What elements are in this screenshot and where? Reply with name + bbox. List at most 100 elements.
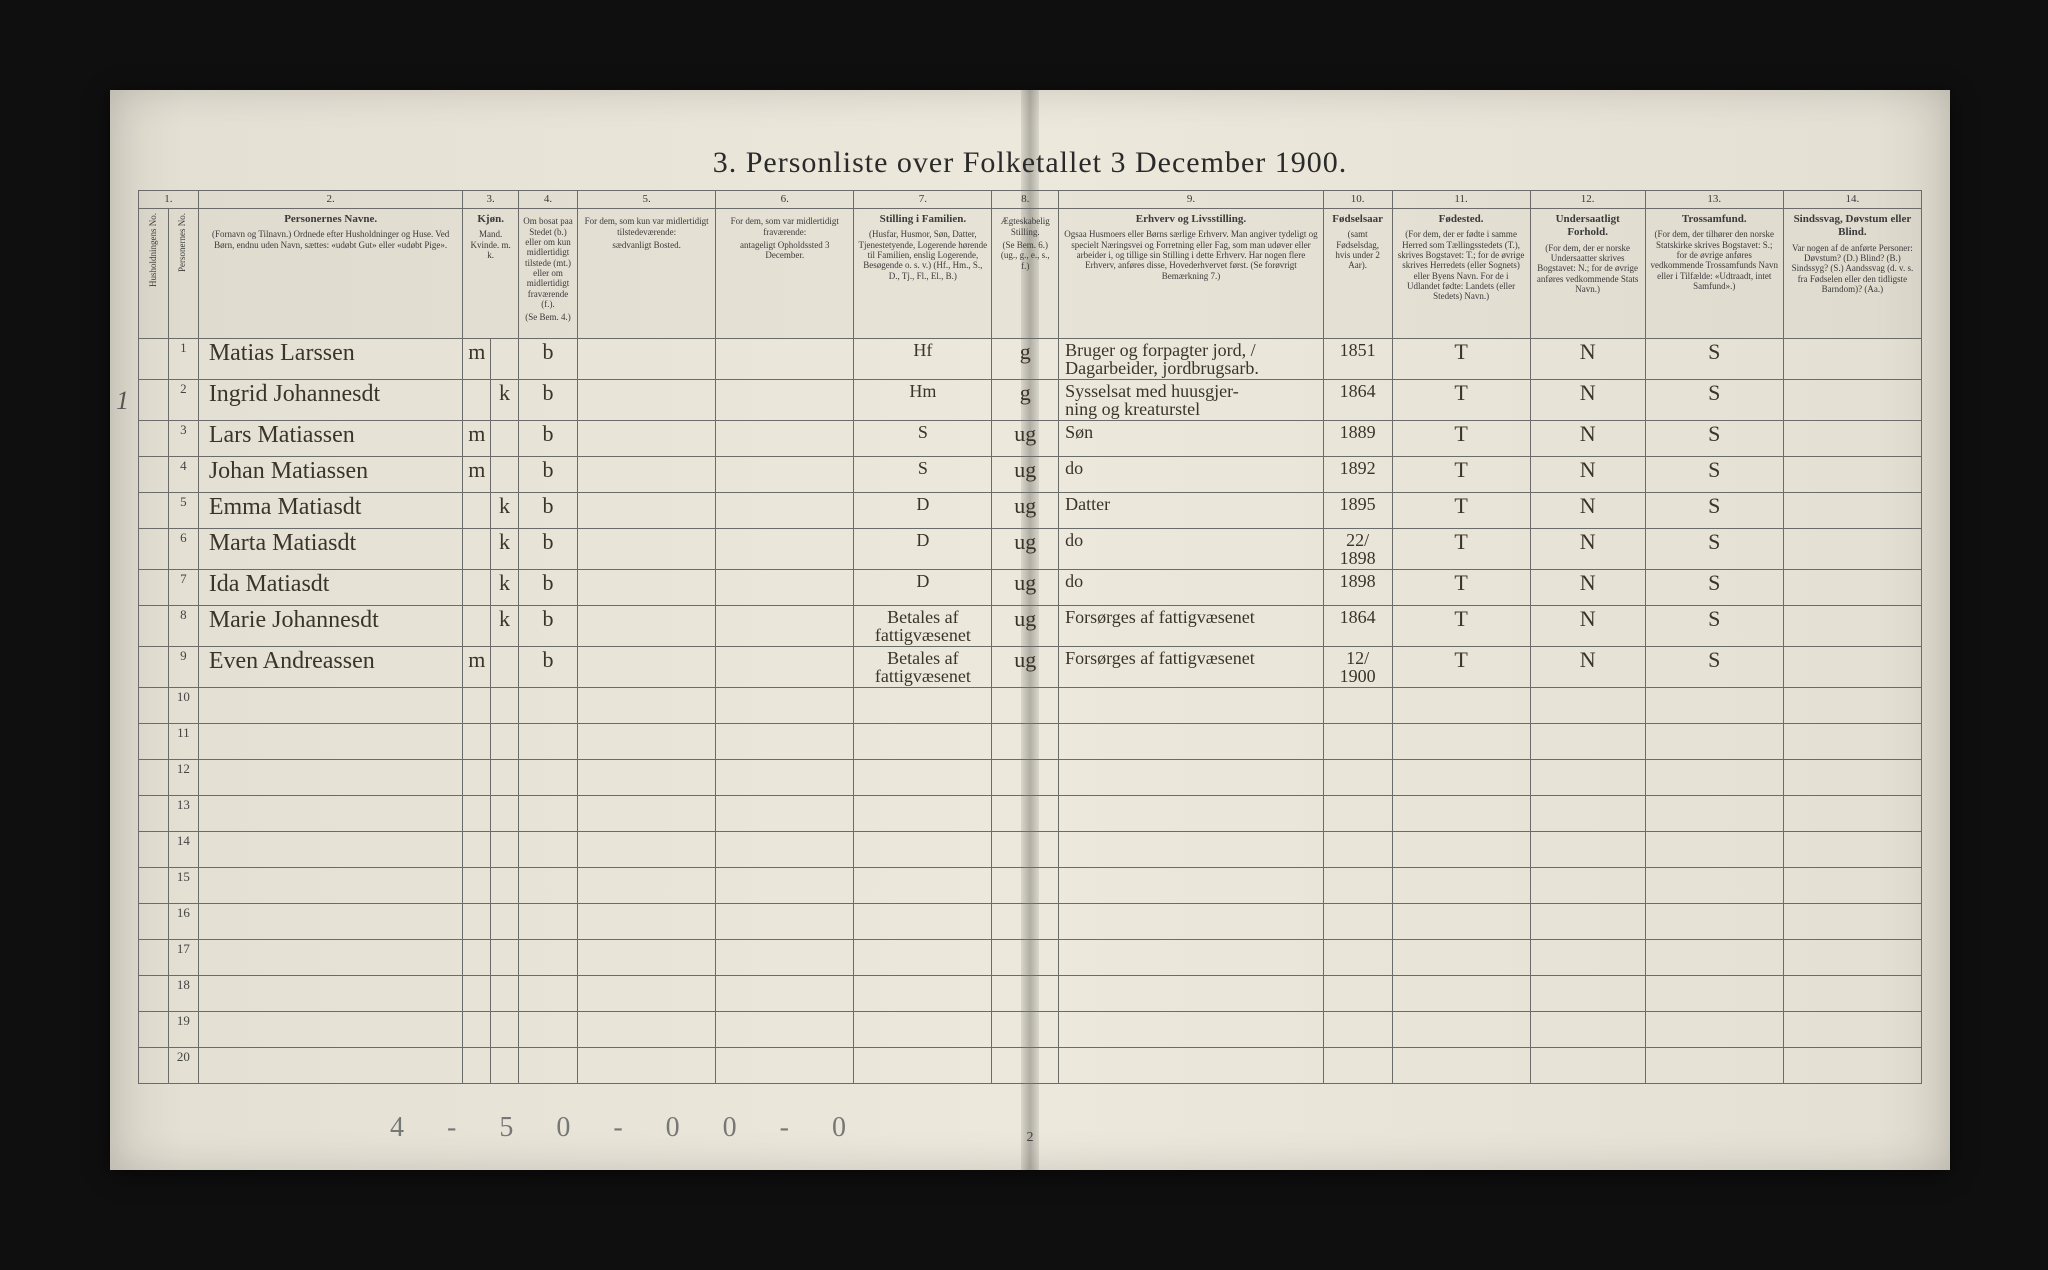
cell bbox=[1059, 724, 1324, 760]
cell bbox=[491, 1012, 519, 1048]
cell bbox=[1323, 904, 1392, 940]
cell bbox=[1783, 940, 1921, 976]
cell bbox=[716, 796, 854, 832]
cell-mar: ug bbox=[992, 647, 1059, 688]
cell-pno: 4 bbox=[168, 457, 198, 493]
cell-fam: Betales affattigvæsenet bbox=[854, 606, 992, 647]
cell-c5 bbox=[578, 529, 716, 570]
cell-sex-m: m bbox=[463, 339, 491, 380]
cell-c14 bbox=[1783, 570, 1921, 606]
cell bbox=[1059, 796, 1324, 832]
cell-year: 1864 bbox=[1323, 606, 1392, 647]
cell-c14 bbox=[1783, 647, 1921, 688]
cell bbox=[463, 688, 491, 724]
cell bbox=[578, 1012, 716, 1048]
cell bbox=[992, 976, 1059, 1012]
cell-res: b bbox=[518, 606, 577, 647]
cell-hhno bbox=[139, 380, 169, 421]
table-row: 8Marie JohannesdtkbBetales affattigvæsen… bbox=[139, 606, 1922, 647]
cell bbox=[1059, 1012, 1324, 1048]
cell-nat: N bbox=[1530, 606, 1645, 647]
cell-c6 bbox=[716, 339, 854, 380]
cell-year: 1889 bbox=[1323, 421, 1392, 457]
hdr-res-title: Om bosat paa Stedet (b.) eller om kun mi… bbox=[523, 216, 573, 309]
cell-mar: g bbox=[992, 339, 1059, 380]
cell-mar: ug bbox=[992, 457, 1059, 493]
hdr-c7-title: Stilling i Familien. bbox=[858, 213, 987, 226]
cell-fam: Betales affattigvæsenet bbox=[854, 647, 992, 688]
cell bbox=[518, 868, 577, 904]
cell-birthplace: T bbox=[1392, 647, 1530, 688]
cell-hhno bbox=[139, 647, 169, 688]
cell bbox=[716, 868, 854, 904]
cell-fam: Hf bbox=[854, 339, 992, 380]
cell bbox=[463, 796, 491, 832]
cell bbox=[518, 976, 577, 1012]
cell bbox=[491, 688, 519, 724]
cell bbox=[198, 868, 463, 904]
cell-c14 bbox=[1783, 529, 1921, 570]
cell bbox=[1323, 760, 1392, 796]
cell-sex-k bbox=[491, 339, 519, 380]
cell bbox=[1323, 796, 1392, 832]
cell bbox=[1783, 832, 1921, 868]
cell-rel: S bbox=[1645, 339, 1783, 380]
cell bbox=[1059, 868, 1324, 904]
cell-occ: Forsørges af fattigvæsenet bbox=[1059, 606, 1324, 647]
colnum-5: 5. bbox=[578, 191, 716, 209]
cell-pno: 6 bbox=[168, 529, 198, 570]
cell-year: 1851 bbox=[1323, 339, 1392, 380]
cell-c14 bbox=[1783, 493, 1921, 529]
hdr-sex-sub: Mand. Kvinde. m. k. bbox=[467, 229, 513, 260]
pencil-annotation: 4 - 5 0 - 0 0 - 0 bbox=[390, 1112, 864, 1144]
cell bbox=[1392, 832, 1530, 868]
cell bbox=[1530, 976, 1645, 1012]
cell bbox=[1392, 796, 1530, 832]
colnum-1: 1. bbox=[139, 191, 199, 209]
cell bbox=[463, 724, 491, 760]
cell bbox=[1530, 688, 1645, 724]
cell bbox=[518, 1048, 577, 1084]
cell-sex-k: k bbox=[491, 493, 519, 529]
hdr-c9-sub: Ogsaa Husmoers eller Børns særlige Erhve… bbox=[1063, 229, 1319, 281]
cell-pno: 17 bbox=[168, 940, 198, 976]
cell bbox=[578, 904, 716, 940]
cell-pno: 12 bbox=[168, 760, 198, 796]
cell-pno: 1 bbox=[168, 339, 198, 380]
cell-birthplace: T bbox=[1392, 339, 1530, 380]
cell-hhno bbox=[139, 1012, 169, 1048]
cell bbox=[992, 940, 1059, 976]
cell bbox=[491, 796, 519, 832]
cell-c5 bbox=[578, 493, 716, 529]
cell-mar: ug bbox=[992, 606, 1059, 647]
table-row-empty: 18 bbox=[139, 976, 1922, 1012]
cell bbox=[992, 724, 1059, 760]
hdr-c13-title: Trossamfund. bbox=[1650, 213, 1779, 226]
cell-mar: ug bbox=[992, 570, 1059, 606]
cell bbox=[463, 976, 491, 1012]
cell-sex-k: k bbox=[491, 570, 519, 606]
table-row: 9Even AndreassenmbBetales affattigvæsene… bbox=[139, 647, 1922, 688]
table-header: 1. 2. 3. 4. 5. 6. 7. 8. 9. 10. 11. 12. 1… bbox=[139, 191, 1922, 339]
cell bbox=[1530, 724, 1645, 760]
cell bbox=[578, 1048, 716, 1084]
cell-c6 bbox=[716, 493, 854, 529]
cell-c5 bbox=[578, 380, 716, 421]
cell bbox=[992, 904, 1059, 940]
cell bbox=[1323, 832, 1392, 868]
cell bbox=[491, 940, 519, 976]
hdr-marital: Ægteskabelig Stilling. (Se Bem. 6.) (ug.… bbox=[992, 209, 1059, 339]
cell bbox=[1059, 832, 1324, 868]
cell-res: b bbox=[518, 647, 577, 688]
cell-hhno bbox=[139, 724, 169, 760]
hdr-pno: Personernes No. bbox=[168, 209, 198, 339]
table-row: 5Emma MatiasdtkbDugDatter1895TNS bbox=[139, 493, 1922, 529]
cell bbox=[1392, 688, 1530, 724]
cell bbox=[854, 868, 992, 904]
cell bbox=[1783, 688, 1921, 724]
cell bbox=[854, 724, 992, 760]
cell-res: b bbox=[518, 421, 577, 457]
cell bbox=[1783, 1048, 1921, 1084]
cell bbox=[518, 724, 577, 760]
hdr-sex-title: Kjøn. bbox=[467, 213, 513, 226]
